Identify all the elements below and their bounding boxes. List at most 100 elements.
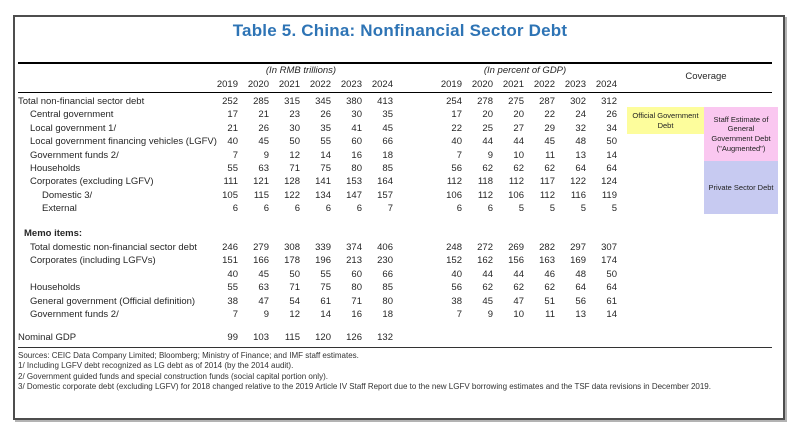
rmb-value-cell: 26 xyxy=(258,122,269,134)
pct-value-cell: 64 xyxy=(575,282,586,294)
nominal-gdp-row: Nominal GDP 99 103 115 120 126 132 xyxy=(18,331,622,344)
rmb-value-cell: 60 xyxy=(351,136,362,148)
rmb-value-cell: 134 xyxy=(315,189,331,201)
rmb-value-cell: 153 xyxy=(346,176,362,188)
row-label: Households xyxy=(30,162,81,174)
table-row: Government funds 2/7 9 12 14 16 18 7 9 10 11 13 14 xyxy=(18,149,622,162)
rmb-value-cell: 126 xyxy=(346,331,362,343)
pct-value-cell: 38 xyxy=(451,295,462,307)
pct-value-cell: 56 xyxy=(575,295,586,307)
pct-value-cell: 117 xyxy=(539,176,555,188)
rmb-value-cell: 71 xyxy=(289,282,300,294)
rmb-value-cell: 80 xyxy=(351,162,362,174)
pct-value-cell: 50 xyxy=(606,268,617,280)
pct-value-cell: 9 xyxy=(487,149,493,161)
pct-value-cell: 61 xyxy=(606,295,617,307)
rmb-value-cell: 105 xyxy=(222,189,238,201)
rmb-value-cell: 285 xyxy=(253,95,269,107)
footer-divider-rule xyxy=(18,347,772,348)
pct-value-cell: 44 xyxy=(482,136,493,148)
pct-value-cell: 40 xyxy=(451,268,462,280)
pct-value-cell: 2019 xyxy=(440,78,462,90)
rmb-value-cell: 2022 xyxy=(309,78,331,90)
pct-value-cell: 272 xyxy=(477,241,493,253)
memo-table-row: General government (Official definition)… xyxy=(18,295,622,308)
rmb-value-cell: 60 xyxy=(351,268,362,280)
pct-value-cell: 64 xyxy=(575,162,586,174)
memo-items-header: Memo items: xyxy=(24,228,83,239)
pct-value-cell: 44 xyxy=(513,268,524,280)
pct-value-cell: 46 xyxy=(544,268,555,280)
rmb-value-cell: 128 xyxy=(284,176,300,188)
table-row: Corporates (excluding LGFV) 111 121 128 141 1… xyxy=(18,175,622,188)
pct-value-cell: 124 xyxy=(601,176,617,188)
pct-value-cell: 22 xyxy=(544,109,555,121)
pct-value-cell: 10 xyxy=(513,308,524,320)
pct-value-cell: 112 xyxy=(508,176,524,188)
table-row: Local government 1/21 26 30 35 41 45 22 25 27 29 3… xyxy=(18,122,622,135)
pct-value-cell: 32 xyxy=(575,122,586,134)
rmb-value-cell: 61 xyxy=(320,295,331,307)
memo-table-row: Corporates (including LGFVs) 151 166 178 196… xyxy=(18,254,622,267)
rmb-value-cell: 16 xyxy=(351,308,362,320)
pct-value-cell: 62 xyxy=(482,162,493,174)
table-row: Local government financing vehicles (LGF… xyxy=(18,135,622,148)
pct-value-cell: 275 xyxy=(508,95,524,107)
pct-value-cell: 7 xyxy=(456,308,462,320)
footnote-1: 1/ Including LGFV debt recognized as LG … xyxy=(18,361,294,371)
pct-value-cell: 169 xyxy=(570,255,586,267)
rmb-value-cell: 2020 xyxy=(247,78,269,90)
pct-value-cell: 62 xyxy=(482,282,493,294)
rmb-value-cell: 18 xyxy=(382,308,393,320)
pct-value-cell: 248 xyxy=(446,241,462,253)
rmb-value-cell: 66 xyxy=(382,268,393,280)
rmb-value-cell: 115 xyxy=(253,189,269,201)
pct-value-cell: 48 xyxy=(575,268,586,280)
rmb-value-cell: 75 xyxy=(320,162,331,174)
rmb-value-cell: 2021 xyxy=(278,78,300,90)
pct-value-cell: 269 xyxy=(508,241,524,253)
rmb-value-cell: 80 xyxy=(351,282,362,294)
rmb-value-cell: 21 xyxy=(227,122,238,134)
row-label: General government (Official definition) xyxy=(30,295,196,307)
rmb-value-cell: 252 xyxy=(222,95,238,107)
rmb-value-cell: 63 xyxy=(258,162,269,174)
pct-value-cell: 14 xyxy=(606,149,617,161)
rmb-value-cell: 80 xyxy=(382,295,393,307)
pct-value-cell: 7 xyxy=(456,149,462,161)
rmb-value-cell: 99 xyxy=(227,331,238,343)
memo-table-row: Government funds 2/7 9 12 14 16 18 7 9 10 11 13 14 xyxy=(18,308,622,321)
pct-value-cell: 17 xyxy=(451,109,462,121)
rmb-value-cell: 85 xyxy=(382,162,393,174)
rmb-value-cell: 63 xyxy=(258,282,269,294)
row-label: Corporates (including LGFVs) xyxy=(30,255,156,267)
rmb-value-cell: 45 xyxy=(382,122,393,134)
rmb-value-cell: 75 xyxy=(320,282,331,294)
rmb-value-cell: 111 xyxy=(223,176,238,188)
rmb-value-cell: 85 xyxy=(382,282,393,294)
rmb-value-cell: 380 xyxy=(346,95,362,107)
rmb-value-cell: 6 xyxy=(356,203,362,215)
pct-value-cell: 50 xyxy=(606,136,617,148)
pct-value-cell: 62 xyxy=(513,282,524,294)
rmb-value-cell: 132 xyxy=(377,331,393,343)
pct-value-cell: 156 xyxy=(508,255,524,267)
rmb-value-cell: 66 xyxy=(382,136,393,148)
nominal-gdp-table-row: Nominal GDP 99 103 115 120 126 132 xyxy=(18,331,622,344)
rmb-value-cell: 47 xyxy=(258,295,269,307)
coverage-box-private-sector-debt: Private Sector Debt xyxy=(704,161,778,214)
rmb-value-cell: 26 xyxy=(320,109,331,121)
rmb-value-cell: 71 xyxy=(351,295,362,307)
pct-value-cell: 20 xyxy=(482,109,493,121)
rmb-value-cell: 2024 xyxy=(371,78,393,90)
rmb-value-cell: 151 xyxy=(222,255,238,267)
rmb-value-cell: 413 xyxy=(377,95,393,107)
rmb-value-cell: 45 xyxy=(258,268,269,280)
rmb-value-cell: 35 xyxy=(320,122,331,134)
row-label: Domestic 3/ xyxy=(42,189,93,201)
rmb-value-cell: 38 xyxy=(227,295,238,307)
year-header-row: 2019 2020 2021 2022 2023 2024 2019 2020 2021 2022… xyxy=(18,78,622,91)
rmb-value-cell: 30 xyxy=(351,109,362,121)
rmb-value-cell: 71 xyxy=(289,162,300,174)
